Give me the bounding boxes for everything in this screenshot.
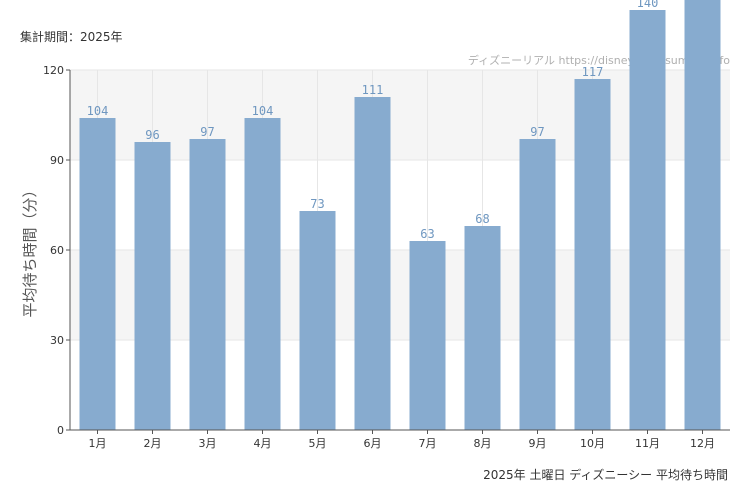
data-label: 97: [530, 125, 544, 139]
data-label: 140: [637, 0, 659, 10]
data-label: 68: [475, 212, 489, 226]
data-label: 97: [200, 125, 214, 139]
bar: [629, 10, 666, 430]
x-tick-label: 9月: [529, 437, 547, 450]
y-tick-labels: 0 30 60 90 120: [43, 64, 64, 437]
bar: [299, 211, 336, 430]
chart-bands: [70, 70, 730, 340]
chart-caption: 2025年 土曜日 ディズニーシー 平均待ち時間: [483, 468, 728, 482]
x-tick-label: 2月: [144, 437, 162, 450]
plot-band: [70, 250, 730, 340]
bar: [134, 142, 171, 430]
y-tick-label: 120: [43, 64, 64, 77]
x-tick-label: 12月: [690, 437, 715, 450]
bar: [519, 139, 556, 430]
y-tick-label: 0: [57, 424, 64, 437]
x-tick-label: 5月: [309, 437, 327, 450]
bar: [684, 0, 721, 430]
y-axis-label: 平均待ち時間（分）: [21, 182, 39, 317]
y-tick-label: 90: [50, 154, 64, 167]
y-tick-label: 60: [50, 244, 64, 257]
x-tick-label: 1月: [89, 437, 107, 450]
x-tick-label: 4月: [254, 437, 272, 450]
period-label: 集計期間：2025年: [20, 30, 123, 44]
chart-data-labels: 104 96 97 104 73 111 63 68 97 117 140: [87, 0, 659, 241]
x-tick-label: 10月: [580, 437, 605, 450]
data-label: 117: [582, 65, 604, 79]
bar: [574, 79, 611, 430]
data-label: 111: [362, 83, 384, 97]
data-label: 104: [87, 104, 109, 118]
bar: [189, 139, 226, 430]
x-tick-label: 7月: [419, 437, 437, 450]
plot-band: [70, 70, 730, 160]
x-tick-label: 3月: [199, 437, 217, 450]
chart-axes: [66, 69, 730, 431]
bar: [79, 118, 116, 430]
data-label: 63: [420, 227, 434, 241]
data-label: 96: [145, 128, 159, 142]
bar: [244, 118, 281, 430]
x-tick-labels: 1月 2月 3月 4月 5月 6月 7月 8月 9月 10月 11月 12月: [89, 430, 715, 450]
data-label: 104: [252, 104, 274, 118]
data-label: 73: [310, 197, 324, 211]
x-tick-label: 8月: [474, 437, 492, 450]
x-tick-label: 11月: [635, 437, 660, 450]
bar: [354, 97, 391, 430]
y-tick-label: 30: [50, 334, 64, 347]
chart-bars: [79, 0, 721, 430]
x-tick-label: 6月: [364, 437, 382, 450]
bar: [464, 226, 501, 430]
bar: [409, 241, 446, 430]
